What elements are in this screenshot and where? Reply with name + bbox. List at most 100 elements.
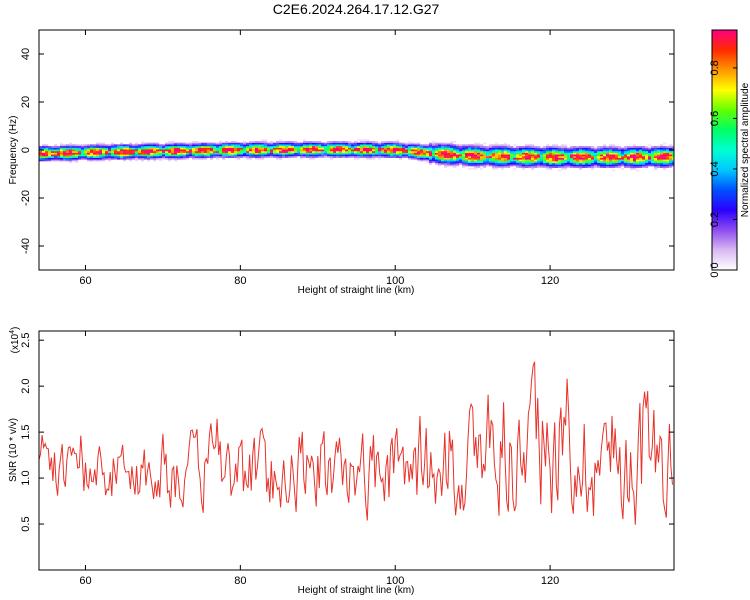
spectrogram-cell [519, 146, 523, 148]
spectrogram-cell [543, 156, 547, 158]
spectrogram-cell [495, 166, 499, 168]
spectrogram-cell [330, 149, 334, 152]
spectrogram-cell [528, 156, 532, 158]
spectrogram-cell [144, 154, 148, 157]
spectrogram-cell [192, 157, 196, 160]
spectrogram-cell [405, 152, 409, 155]
spectrogram-cell [273, 156, 277, 158]
spectrogram-cell [357, 149, 361, 152]
spectrogram-cell [417, 157, 421, 160]
spectrogram-cell [507, 152, 511, 155]
spectrogram-cell [429, 162, 433, 165]
spectrogram-cell [657, 159, 661, 162]
spectrogram-cell [672, 161, 674, 163]
spectrogram-cell [231, 141, 235, 143]
spectrogram-cell [387, 154, 391, 157]
spectrogram-cell [243, 146, 247, 148]
spectrogram-cell [225, 154, 229, 157]
spectrogram-cell [576, 146, 580, 148]
spectrogram-cell [480, 167, 484, 170]
spectrogram-cell [615, 154, 619, 157]
spectrogram-cell [207, 142, 211, 145]
spectrogram-cell [318, 151, 322, 153]
spectrogram-cell [261, 146, 265, 148]
spectrogram-cell [195, 154, 199, 157]
spectrogram-cell [531, 164, 535, 167]
spectrogram-cell [393, 156, 397, 158]
spectrogram-cell [528, 161, 532, 163]
spectrogram-cell [465, 154, 469, 157]
spectrogram-cell [555, 147, 559, 150]
spectrogram-cell [93, 147, 97, 150]
spectrogram-cell [477, 157, 481, 160]
spectrogram-cell [420, 157, 424, 160]
spectrogram-cell [648, 159, 652, 162]
spectrogram-cell [465, 162, 469, 165]
spectrogram-cell [423, 151, 427, 153]
spectrogram-cell [432, 156, 436, 158]
spectrogram-cell [342, 142, 346, 145]
spectrogram-cell [54, 149, 58, 152]
spectrogram-cell [564, 154, 568, 157]
spectrogram-cell [537, 151, 541, 153]
spectrogram-cell [177, 144, 181, 147]
spectrogram-cell [558, 152, 562, 155]
spectrogram-cell [537, 159, 541, 162]
spectrogram-cell [591, 166, 595, 168]
spectrogram-cell [324, 144, 328, 147]
spectrogram-cell [390, 142, 394, 145]
spectrogram-cell [87, 146, 91, 148]
spectrogram-cell [228, 144, 232, 147]
spectrogram-cell [165, 151, 169, 153]
spectrogram-cell [441, 147, 445, 150]
spectrogram-cell [441, 159, 445, 162]
spectrogram-cell [642, 146, 646, 148]
spectrogram-cell [51, 146, 55, 148]
spectrogram-cell [345, 142, 349, 145]
spectrogram-cell [564, 147, 568, 150]
spectrogram-cell [549, 161, 553, 163]
spectrogram-cell [630, 147, 634, 150]
spectrogram-cell [342, 144, 346, 147]
spectrogram-cell [162, 154, 166, 157]
spectrogram-cell [477, 142, 481, 145]
spectrogram-cell [534, 161, 538, 163]
spectrogram-cell [507, 146, 511, 148]
spectrogram-cell [390, 146, 394, 148]
spectrogram-cell [339, 146, 343, 148]
spectrogram-cell [165, 152, 169, 155]
spectrogram-cell [597, 157, 601, 160]
spectrogram-cell [474, 154, 478, 157]
spectrogram-cell [672, 154, 674, 157]
spectrogram-cell [435, 154, 439, 157]
spectrogram-cell [618, 146, 622, 148]
colorbar-gradient [712, 30, 737, 270]
spectrogram-cell [246, 146, 250, 148]
spectrogram-cell [477, 154, 481, 157]
spectrogram-cell [159, 146, 163, 148]
spectrogram-cell [270, 142, 274, 145]
spectrogram-cell [78, 146, 82, 148]
spectrogram-cell [252, 147, 256, 150]
spectrogram-cell [615, 156, 619, 158]
spectrogram-cell [525, 151, 529, 153]
spectrogram-cell [225, 156, 229, 158]
spectrogram-cell [552, 144, 556, 147]
spectrogram-cell [294, 149, 298, 152]
spectrogram-cell [294, 144, 298, 147]
spectrogram-cell [477, 161, 481, 163]
spectrogram-cell [501, 144, 505, 147]
spectrogram-cell [504, 166, 508, 168]
spectrogram-cell [114, 146, 118, 148]
spectrogram-cell [450, 147, 454, 150]
spectrogram-cell [510, 159, 514, 162]
spectrogram-cell [48, 151, 52, 153]
spectrogram-cell [501, 154, 505, 157]
spectrogram-cell [54, 144, 58, 147]
spectrogram-cell [66, 157, 70, 160]
spectrogram-cell [513, 154, 517, 157]
spectrogram-cell [360, 154, 364, 157]
spectrogram-cell [210, 144, 214, 147]
spectrogram-cell [633, 144, 637, 147]
spectrogram-cell [369, 144, 373, 147]
